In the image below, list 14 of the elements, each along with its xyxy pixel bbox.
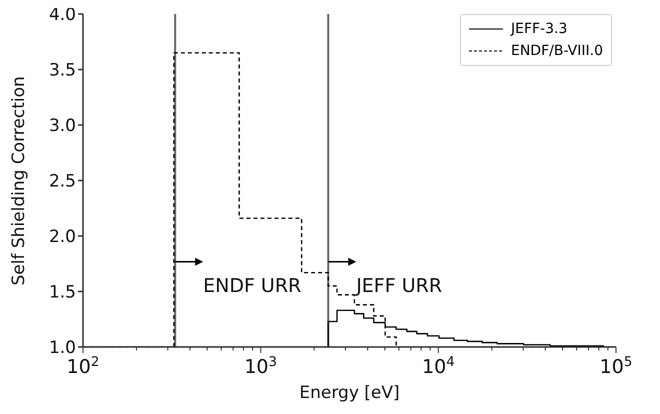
x-tick-label: 10$^{4}$	[422, 354, 455, 378]
y-tick-label: 2.0	[48, 227, 76, 247]
x-tick-label: 10$^{3}$	[244, 354, 277, 378]
y-tick-label: 3.0	[48, 116, 76, 136]
y-tick-label: 2.5	[48, 172, 76, 192]
annotation: JEFF URR	[355, 274, 442, 297]
y-tick-label: 3.5	[48, 60, 76, 80]
x-axis-title: Energy [eV]	[299, 383, 400, 403]
annotation: ENDF URR	[203, 274, 302, 297]
legend-label: JEFF-3.3	[510, 20, 568, 39]
x-tick-label: 10$^{5}$	[600, 354, 632, 378]
y-axis-title: Self Shielding Correction	[9, 76, 30, 286]
y-tick-label: 1.5	[48, 282, 76, 302]
legend-label: ENDF/B-VIII.0	[510, 42, 603, 61]
